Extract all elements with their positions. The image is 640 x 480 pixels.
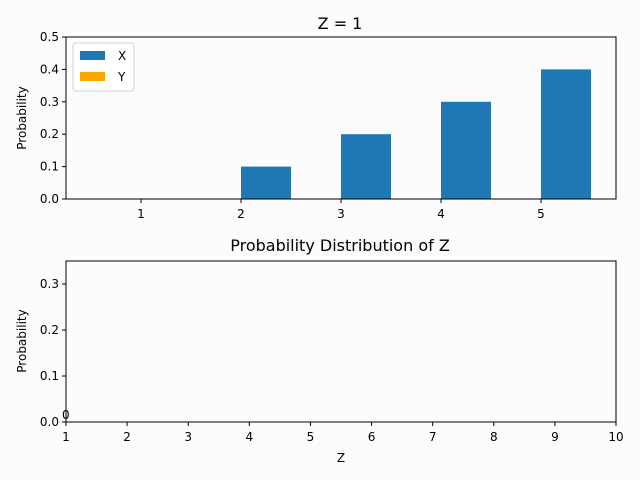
x-tick-label: 2 — [237, 207, 245, 221]
x-tick-label: 6 — [368, 430, 376, 444]
x-tick-label: 3 — [337, 207, 345, 221]
x-tick-label: 8 — [490, 430, 498, 444]
bottom-chart-y-ticks: 0.0 0.1 0.2 0.3 — [40, 277, 66, 429]
y-tick-label: 0.3 — [40, 277, 59, 291]
y-tick-label: 0.3 — [40, 95, 59, 109]
legend-label-y: Y — [117, 70, 126, 84]
x-tick-label: 5 — [537, 207, 545, 221]
x-tick-label: 7 — [429, 430, 437, 444]
bottom-chart-ylabel: Probability — [15, 309, 29, 372]
bar-x-3 — [341, 134, 391, 199]
x-tick-label: 3 — [184, 430, 192, 444]
x-tick-label: 1 — [137, 207, 145, 221]
legend-swatch-x — [80, 51, 105, 60]
x-tick-label: 5 — [307, 430, 315, 444]
y-tick-label: 0.5 — [40, 30, 59, 44]
bottom-chart-xlabel: Z — [337, 451, 345, 465]
y-tick-label: 0.1 — [40, 369, 59, 383]
x-tick-label: 1 — [62, 430, 70, 444]
x-tick-label: 4 — [437, 207, 445, 221]
x-tick-label: 10 — [608, 430, 623, 444]
top-chart-y-ticks: 0.0 0.1 0.2 0.3 0.4 0.5 — [40, 30, 66, 206]
legend: X Y — [72, 42, 135, 92]
x-tick-label: 9 — [551, 430, 559, 444]
legend-label-x: X — [118, 49, 126, 63]
bottom-chart: Probability Distribution of Z Probabilit… — [15, 236, 624, 465]
x-tick-label: 2 — [123, 430, 131, 444]
y-tick-label: 0.2 — [40, 127, 59, 141]
top-chart-ylabel: Probability — [15, 86, 29, 149]
top-chart-x-ticks: 1 2 3 4 5 — [137, 199, 545, 221]
top-chart: Z = 1 Probability 0.0 0.1 0.2 0.3 0.4 0.5 1 2 3… — [15, 14, 617, 221]
bottom-chart-x-ticks: 1 2 3 4 5 6 7 8 9 10 — [62, 422, 624, 444]
x-tick-label: 4 — [246, 430, 254, 444]
bar-x-5 — [541, 69, 591, 200]
top-chart-title: Z = 1 — [318, 14, 363, 33]
bottom-chart-frame — [65, 260, 617, 423]
y-tick-label: 0.1 — [40, 160, 59, 174]
y-tick-label: 0.0 — [40, 192, 59, 206]
top-chart-bars — [241, 69, 591, 200]
bottom-chart-title: Probability Distribution of Z — [230, 236, 450, 255]
legend-swatch-y — [80, 72, 105, 81]
y-tick-label: 0.0 — [40, 415, 59, 429]
top-chart-frame — [65, 36, 617, 200]
bar-x-2 — [241, 166, 291, 199]
y-tick-label: 0.2 — [40, 323, 59, 337]
y-tick-label: 0.4 — [40, 62, 59, 76]
bar-x-4 — [441, 101, 491, 199]
